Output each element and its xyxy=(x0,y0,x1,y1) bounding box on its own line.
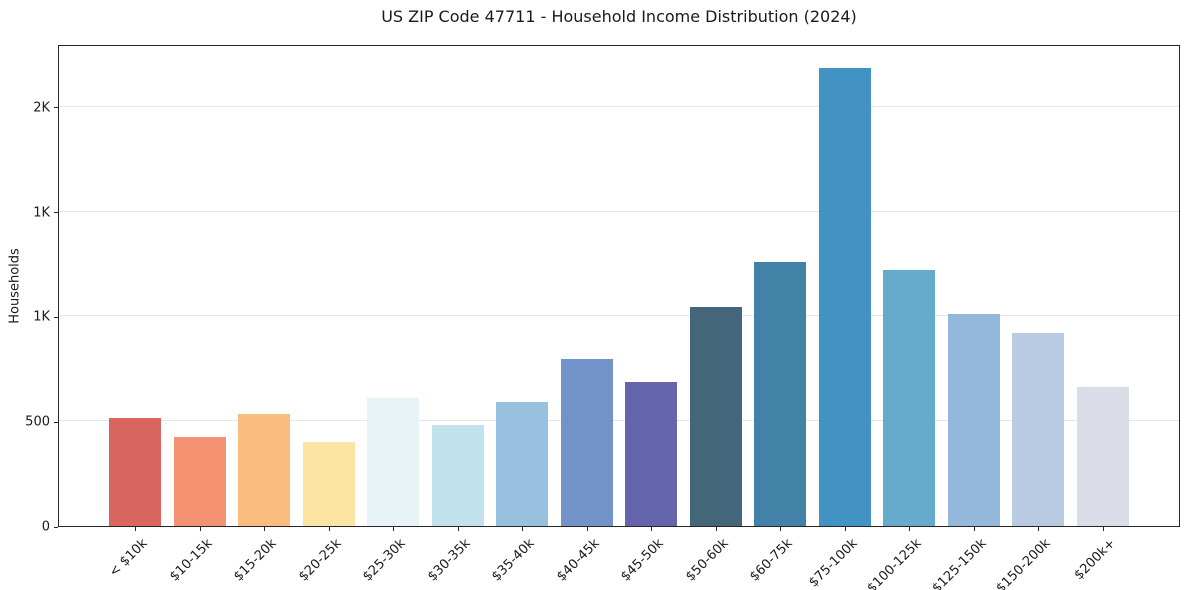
gridline xyxy=(59,315,1179,317)
x-tick-label: $45-50k xyxy=(618,536,667,585)
bar-2 xyxy=(173,437,226,526)
x-tick-mark xyxy=(844,527,846,531)
bar-12 xyxy=(818,68,871,526)
x-tick-mark xyxy=(328,527,330,531)
x-tick-label: $50-60k xyxy=(682,536,732,585)
y-tick-mark xyxy=(54,212,58,214)
bar-16 xyxy=(1076,387,1129,526)
x-tick-label: $10-15k xyxy=(166,536,216,585)
y-tick-label: 0 xyxy=(41,519,50,535)
bar-6 xyxy=(431,425,484,526)
x-tick-label: < $10k xyxy=(106,536,151,581)
bar-5 xyxy=(367,398,419,526)
chart-title: US ZIP Code 47711 - Household Income Dis… xyxy=(381,7,857,26)
y-tick-mark xyxy=(54,316,58,318)
x-tick-label: $100-125k xyxy=(864,536,925,590)
gridline xyxy=(59,210,1179,212)
gridline xyxy=(59,420,1179,422)
x-tick-mark xyxy=(1038,527,1039,531)
x-tick-mark xyxy=(522,527,523,531)
x-tick-mark xyxy=(393,527,394,531)
x-tick-mark xyxy=(1102,527,1104,531)
plot-area xyxy=(58,45,1180,527)
bar-3 xyxy=(238,414,290,526)
x-tick-label: $200k+ xyxy=(1071,536,1119,584)
bar-9 xyxy=(625,382,677,526)
x-tick-mark xyxy=(264,527,265,531)
y-tick-label: 500 xyxy=(25,414,50,430)
x-tick-label: $25-30k xyxy=(360,536,409,585)
x-tick-mark xyxy=(909,527,910,531)
bar-8 xyxy=(560,359,613,526)
x-tick-mark xyxy=(586,527,588,531)
x-tick-mark xyxy=(651,527,652,531)
x-tick-label: $150-200k xyxy=(993,536,1054,590)
x-tick-mark xyxy=(780,527,781,531)
bar-7 xyxy=(496,402,548,526)
y-tick-mark xyxy=(54,526,58,528)
y-tick-label: 1K xyxy=(33,309,50,325)
x-tick-label: $40-45k xyxy=(553,536,603,585)
x-tick-label: $30-35k xyxy=(424,536,474,585)
x-tick-mark xyxy=(199,527,201,531)
x-tick-label: $20-25k xyxy=(295,536,345,585)
bar-13 xyxy=(883,270,935,526)
bar-15 xyxy=(1012,333,1064,526)
y-tick-label: 1K xyxy=(33,205,50,221)
x-tick-mark xyxy=(457,527,459,531)
bar-1 xyxy=(109,418,161,526)
x-tick-label: $75-100k xyxy=(805,536,861,590)
y-tick-label: 2K xyxy=(33,100,50,116)
bar-10 xyxy=(689,307,742,526)
y-tick-mark xyxy=(54,107,58,109)
x-tick-label: $125-150k xyxy=(928,536,990,590)
bar-14 xyxy=(947,314,1000,526)
x-tick-mark xyxy=(715,527,717,531)
gridline xyxy=(59,105,1179,107)
x-tick-label: $35-40k xyxy=(489,536,538,585)
bar-4 xyxy=(302,442,355,526)
x-tick-label: $60-75k xyxy=(747,536,796,585)
x-tick-mark xyxy=(973,527,975,531)
x-tick-label: $15-20k xyxy=(231,536,280,585)
x-tick-mark xyxy=(135,527,136,531)
y-tick-mark xyxy=(54,421,58,423)
bar-11 xyxy=(754,262,806,526)
